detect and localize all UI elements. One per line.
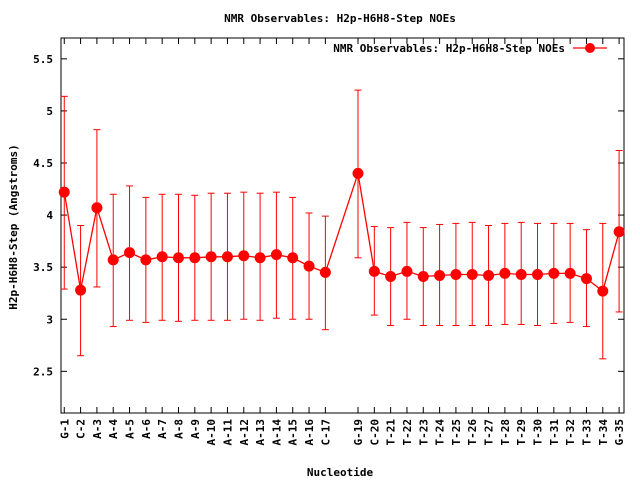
data-point — [124, 247, 136, 259]
data-point — [58, 186, 70, 198]
x-tick-label: A-16 — [303, 419, 316, 446]
data-point — [205, 251, 217, 263]
y-axis-label: H2p-H6H8-Step (Angstroms) — [7, 144, 20, 310]
x-tick-label: C-2 — [75, 419, 88, 439]
x-tick-label: A-15 — [287, 419, 300, 446]
data-point — [221, 251, 233, 263]
data-point — [417, 271, 429, 283]
data-point — [238, 250, 250, 262]
x-tick-label: T-33 — [580, 419, 593, 446]
x-tick-label: A-9 — [189, 419, 202, 439]
x-tick-label: C-17 — [319, 419, 332, 446]
data-point — [140, 254, 152, 266]
data-point — [287, 252, 299, 264]
x-tick-label: T-24 — [434, 419, 447, 446]
y-tick-label: 4 — [46, 209, 53, 222]
data-point — [172, 252, 184, 264]
x-tick-label: T-30 — [532, 419, 545, 446]
x-tick-label: A-5 — [124, 419, 137, 439]
y-tick-label: 4.5 — [33, 157, 53, 170]
x-tick-label: T-28 — [499, 419, 512, 446]
data-point — [107, 254, 119, 266]
x-tick-label: A-13 — [254, 419, 267, 446]
data-point — [548, 267, 560, 279]
legend-marker — [585, 43, 595, 53]
x-tick-label: T-29 — [515, 419, 528, 446]
x-tick-label: T-23 — [417, 419, 430, 446]
data-point — [580, 273, 592, 285]
y-tick-label: 3 — [46, 313, 53, 326]
x-tick-label: C-20 — [368, 419, 381, 446]
chart-title: NMR Observables: H2p-H6H8-Step NOEs — [224, 12, 456, 25]
x-tick-label: A-6 — [140, 419, 153, 439]
y-axis-ticks: 2.5 3 3.5 4 4.5 5 5.5 — [33, 53, 624, 378]
x-tick-label: T-34 — [597, 419, 610, 446]
x-tick-label: G-1 — [58, 419, 71, 439]
data-point — [303, 260, 315, 272]
plot-frame — [60, 37, 625, 414]
data-point — [450, 268, 462, 280]
x-axis-label: Nucleotide — [307, 466, 374, 479]
data-point — [613, 226, 625, 238]
y-tick-label: 5 — [46, 105, 53, 118]
data-point — [499, 267, 511, 279]
data-point — [385, 271, 397, 283]
data-point — [75, 284, 87, 296]
x-tick-label: A-11 — [221, 419, 234, 446]
x-tick-label: A-14 — [270, 419, 283, 446]
data-point — [515, 268, 527, 280]
x-tick-label: T-27 — [483, 419, 496, 446]
x-tick-label: T-26 — [466, 419, 479, 446]
legend-label: NMR Observables: H2p-H6H8-Step NOEs — [333, 42, 565, 55]
series-line — [63, 173, 620, 293]
data-point — [532, 268, 544, 280]
x-tick-label: A-12 — [238, 419, 251, 446]
x-tick-label: A-10 — [205, 419, 218, 446]
data-point — [91, 202, 103, 214]
x-tick-label: T-22 — [401, 419, 414, 446]
data-point — [597, 285, 609, 297]
legend: NMR Observables: H2p-H6H8-Step NOEs — [333, 42, 607, 55]
data-point — [156, 251, 168, 263]
data-point — [401, 265, 413, 277]
x-tick-label: A-7 — [156, 419, 169, 439]
y-tick-label: 3.5 — [33, 261, 53, 274]
y-tick-label: 2.5 — [33, 365, 53, 378]
x-tick-label: A-8 — [172, 419, 185, 439]
data-point — [466, 268, 478, 280]
x-tick-label: G-19 — [352, 419, 365, 446]
data-point — [254, 252, 266, 264]
x-tick-label: T-21 — [385, 419, 398, 446]
x-tick-label: G-35 — [613, 419, 626, 446]
y-tick-label: 5.5 — [33, 53, 53, 66]
data-point — [352, 167, 364, 179]
x-axis-ticks: G-1 C-2 A-3 A-4 A-5 A-6 A-7 A-8 A-9 A-10 A-11 A-12 A… — [58, 38, 626, 446]
data-point — [189, 252, 201, 264]
data-point — [483, 270, 495, 281]
data-point — [564, 267, 576, 279]
x-tick-label: T-32 — [564, 419, 577, 446]
data-point — [434, 270, 446, 281]
x-tick-label: A-4 — [107, 419, 120, 439]
x-tick-label: A-3 — [91, 419, 104, 439]
x-tick-label: T-25 — [450, 419, 463, 446]
data-point — [368, 265, 380, 277]
x-tick-label: T-31 — [548, 419, 561, 446]
data-point — [270, 249, 282, 261]
data-point — [319, 266, 331, 278]
data-points — [58, 167, 625, 297]
